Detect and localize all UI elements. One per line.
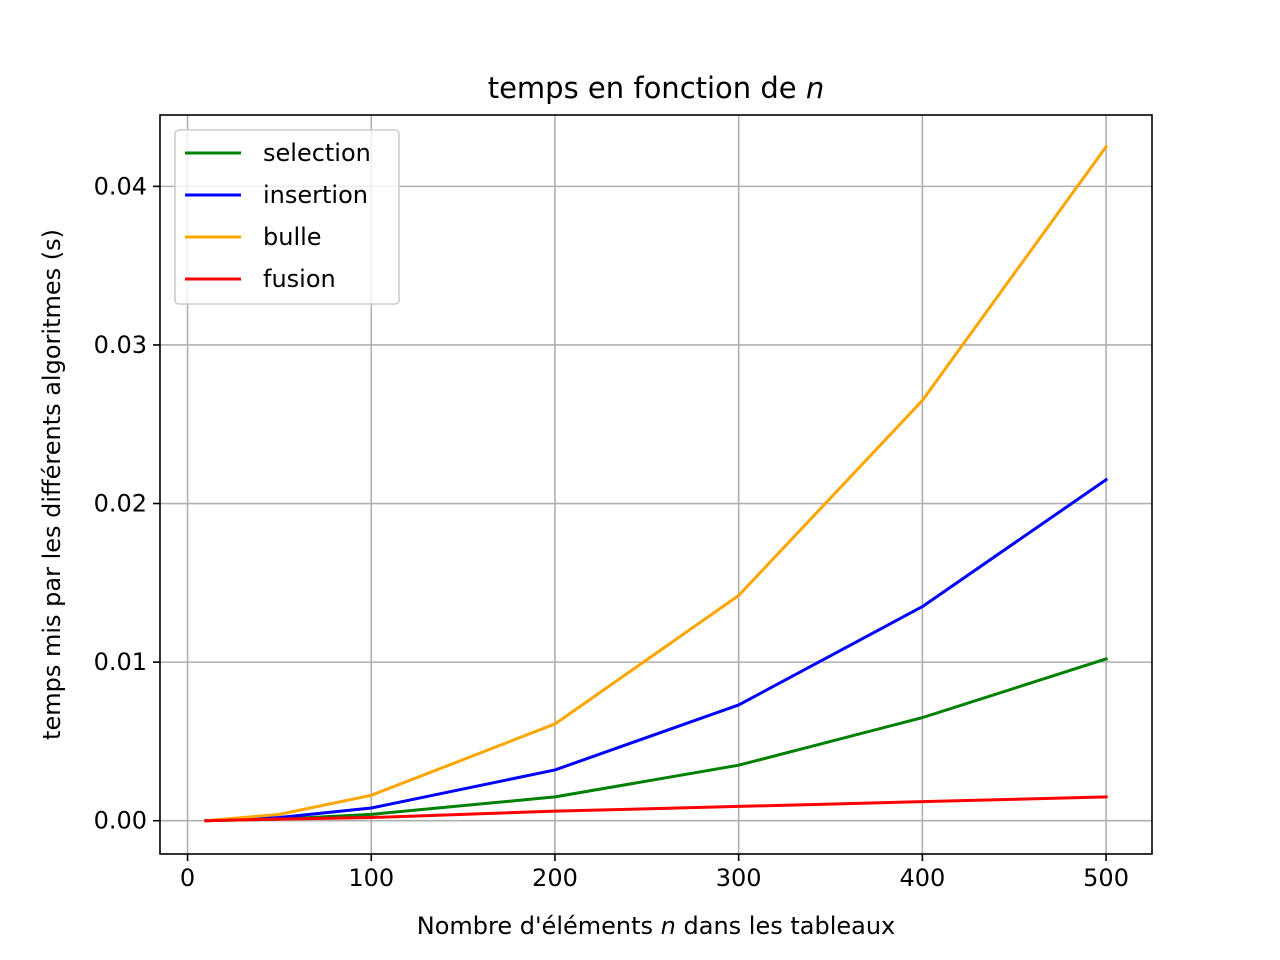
legend-box [174,129,400,305]
x-axis-ticks: 0 100 200 300 400 500 [180,854,1129,892]
x-tick-label: 500 [1083,864,1129,892]
legend-label-selection: selection [263,139,371,167]
series-line-fusion [204,795,1108,823]
legend-label-insertion: insertion [263,181,368,209]
x-tick-label: 400 [899,864,945,892]
y-tick-label: 0.00 [94,807,147,835]
series-lines [204,144,1109,823]
x-tick-label: 300 [716,864,762,892]
legend: selection insertion bulle fusion [174,129,400,305]
x-tick-label: 100 [348,864,394,892]
y-tick-label: 0.02 [94,490,147,518]
grid [160,115,1152,854]
y-axis-label: temps mis par les différents algoritmes … [38,229,66,740]
chart-title: temps en fonction de n [488,71,825,105]
y-axis-ticks: 0.00 0.01 0.02 0.03 0.04 [94,172,160,835]
legend-label-fusion: fusion [263,265,336,293]
legend-label-bulle: bulle [263,223,322,251]
plot-frame [159,114,1153,855]
y-tick-label: 0.03 [94,331,147,359]
y-tick-label: 0.01 [94,648,147,676]
series-line-bulle [204,144,1109,823]
x-axis-label: Nombre d'éléments n dans les tableaux [417,912,896,940]
x-tick-label: 0 [180,864,195,892]
x-tick-label: 200 [532,864,578,892]
y-tick-label: 0.04 [94,172,147,200]
series-line-insertion [204,477,1109,823]
